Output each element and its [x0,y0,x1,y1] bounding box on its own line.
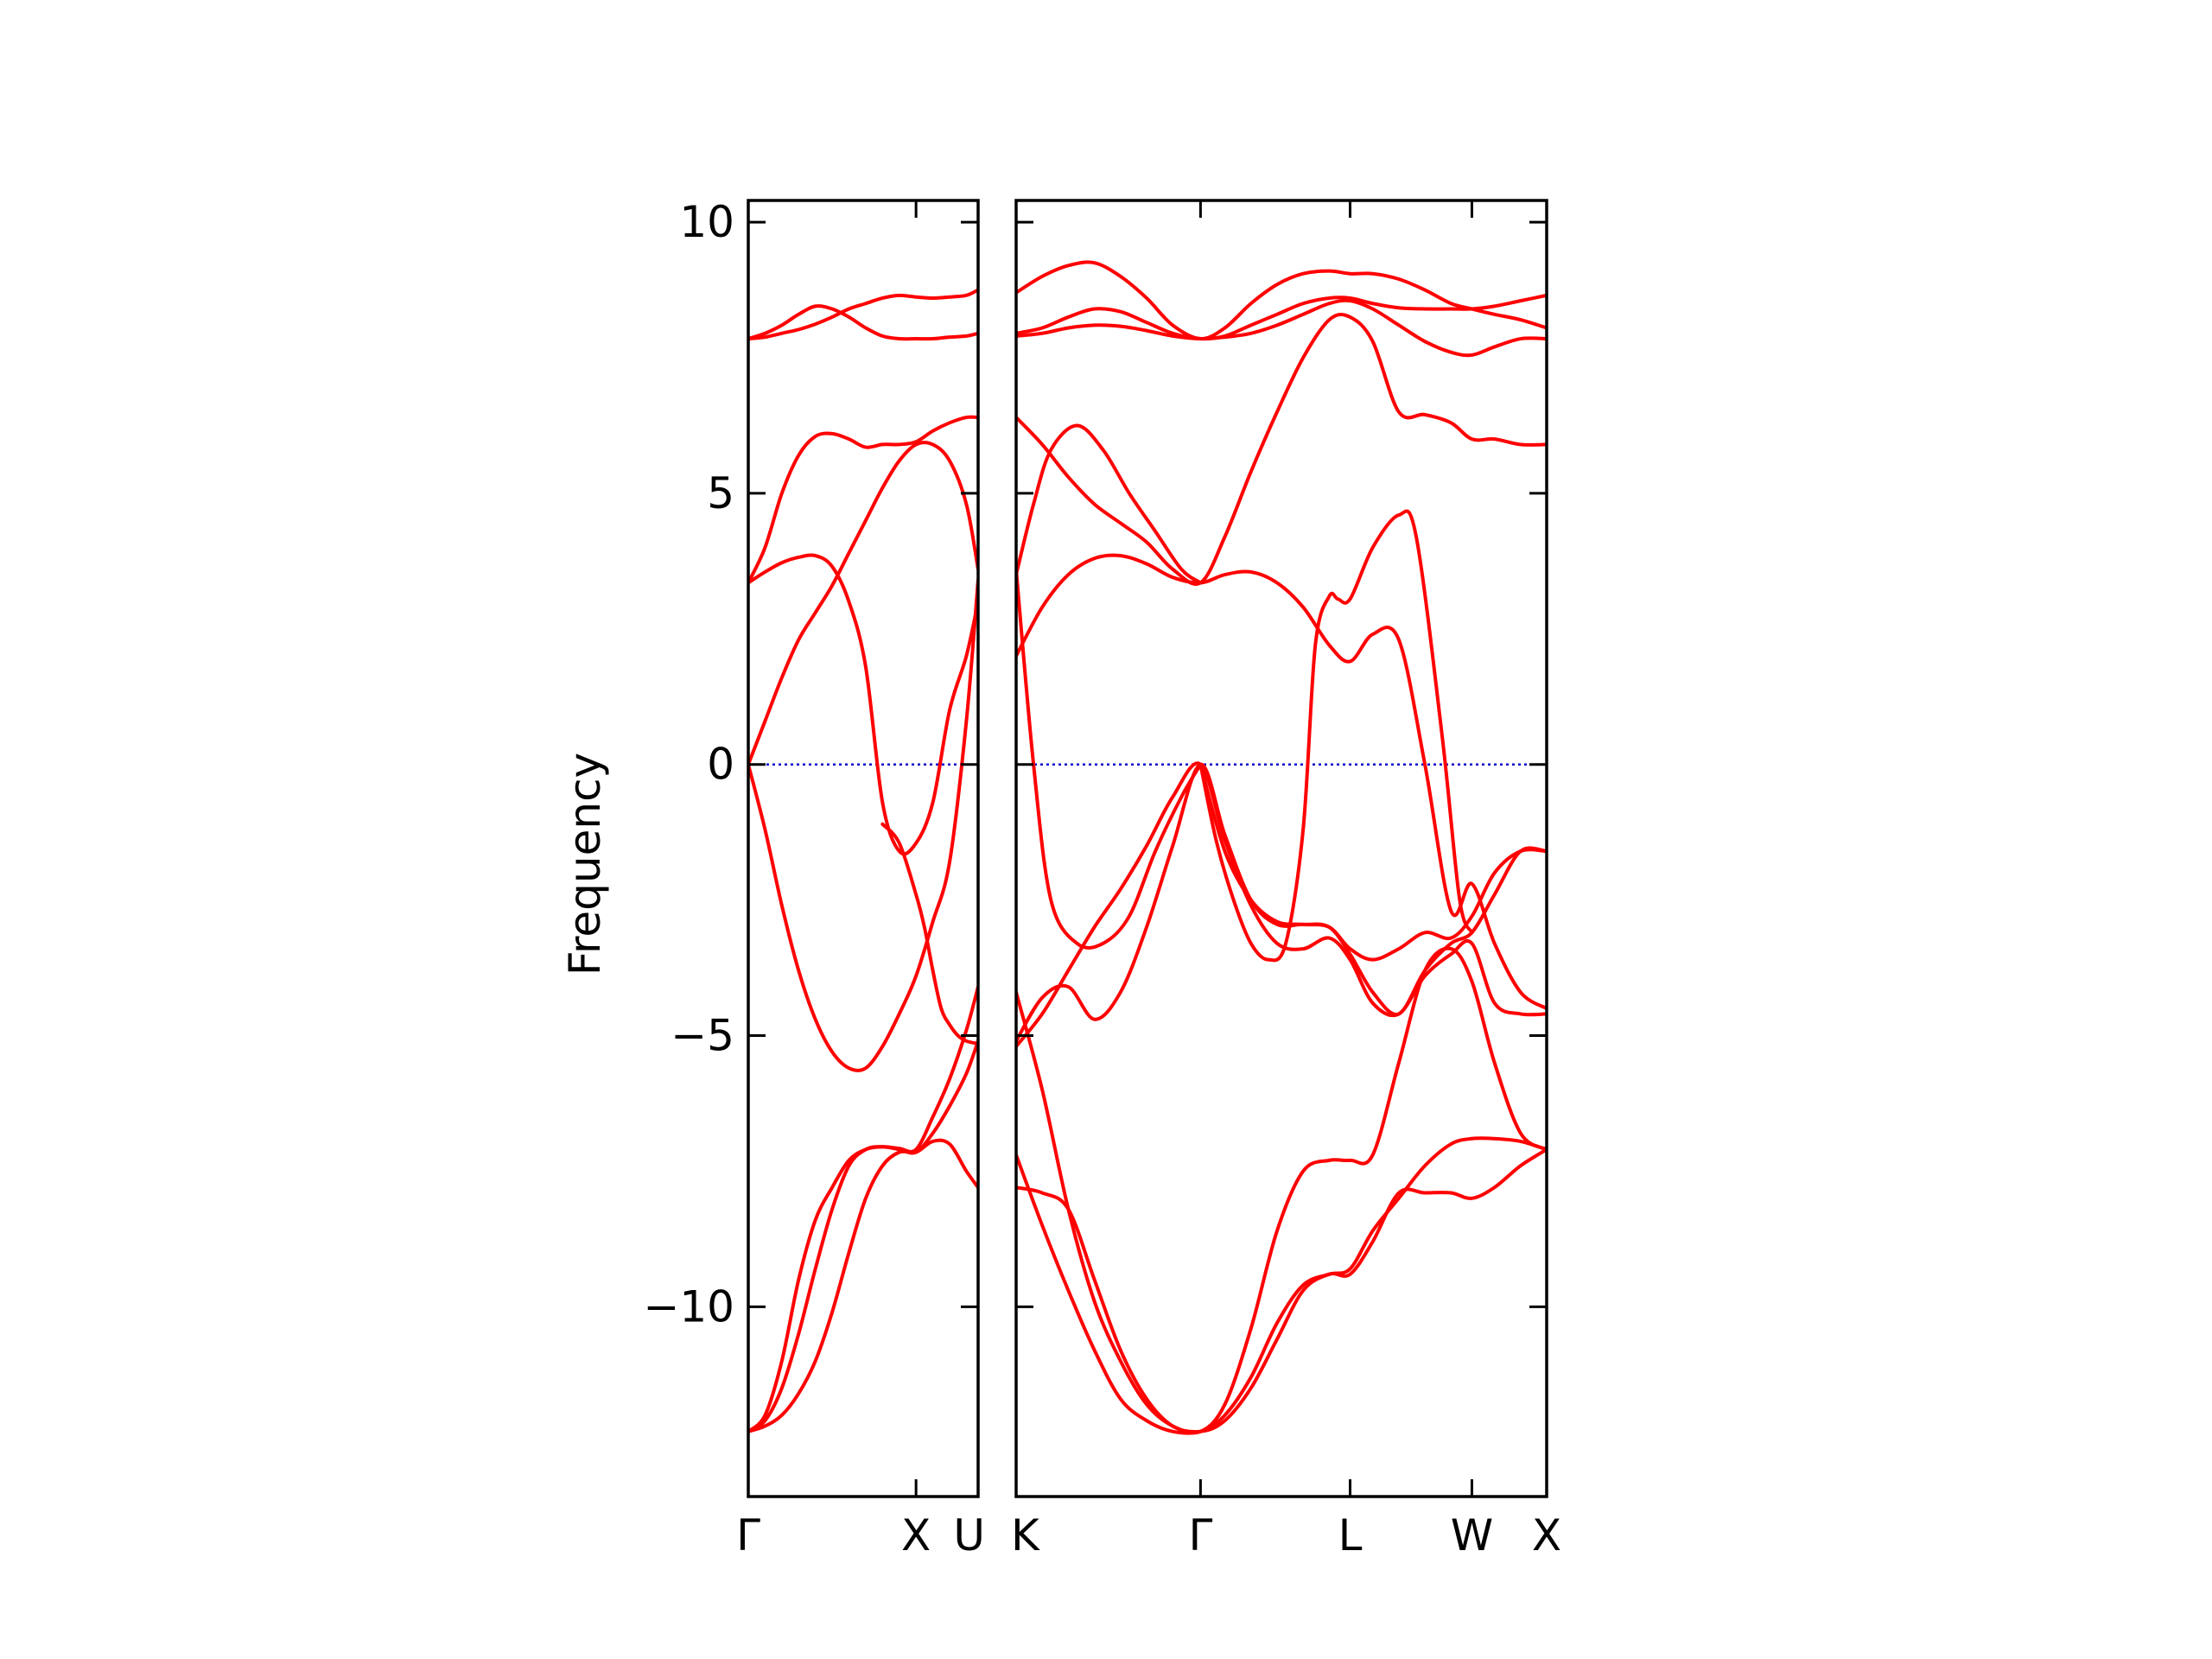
band-line-2 [1016,293,1547,341]
band-line-6 [748,578,978,1072]
band-curves [748,288,978,1433]
band-line-8 [1198,762,1547,962]
panel-frame [747,199,980,1498]
band-line-6 [1016,553,1547,1011]
x-tick-label: U [953,1510,985,1560]
band-line-9 [748,985,978,1433]
band-line-3 [1016,298,1547,358]
band-line-7 [748,1039,978,1433]
band-line-9 [1198,509,1474,963]
left-panel: 10 5 0 −5 −10 Γ X U [643,197,985,1560]
y-tick-label: −10 [643,1281,734,1332]
band-line-14 [1016,1147,1547,1434]
band-line-4 [748,553,978,856]
band-line-2 [748,288,978,341]
y-axis-label: Frequency [560,753,610,976]
y-tick-label: 10 [679,197,734,247]
x-tick-label: W [1451,1510,1493,1560]
x-tick-label: Γ [736,1510,760,1560]
band-line-3 [748,415,978,585]
x-tick-label: L [1338,1510,1363,1560]
band-curves [1016,260,1547,1435]
band-line-12 [1016,946,1547,1435]
band-line-5 [1016,423,1203,585]
band-line-11 [1016,761,1547,1049]
y-tick-label: 0 [707,740,734,790]
x-tick-label: X [901,1510,931,1560]
y-tick-label: −5 [671,1011,734,1061]
y-tick-label: 5 [707,468,734,518]
x-tick-label: K [1011,1510,1040,1560]
band-line-5 [748,441,978,766]
band-line-13 [1016,1136,1547,1435]
band-line-4 [1016,312,1547,586]
band-line-1 [1016,260,1547,341]
band-line-10 [880,822,978,1046]
panel-frame [1014,199,1548,1498]
band-line-1 [748,304,978,341]
band-line-7 [1016,567,1203,950]
x-tick-label: X [1532,1510,1561,1560]
band-line-10 [1016,762,1547,1043]
band-line-8 [748,1138,978,1433]
x-tick-label: Γ [1188,1510,1212,1560]
